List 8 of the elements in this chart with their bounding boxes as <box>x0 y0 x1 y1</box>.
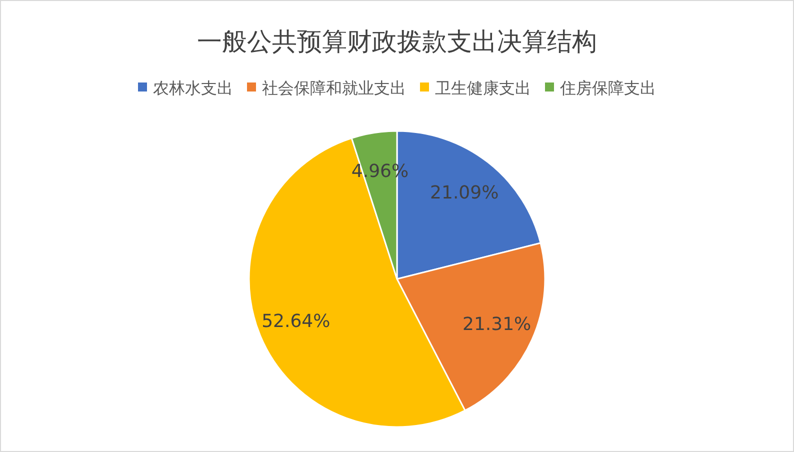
legend-label: 卫生健康支出 <box>435 78 531 98</box>
data-label: 21.09% <box>430 182 499 204</box>
legend-label: 社会保障和就业支出 <box>262 78 406 98</box>
data-label: 52.64% <box>262 311 330 332</box>
chart-title: 一般公共预算财政拨款支出决算结构 <box>197 27 597 56</box>
data-label: 21.31% <box>462 314 532 336</box>
legend-label: 住房保障支出 <box>559 78 656 98</box>
legend-label: 农林水支出 <box>153 78 233 98</box>
